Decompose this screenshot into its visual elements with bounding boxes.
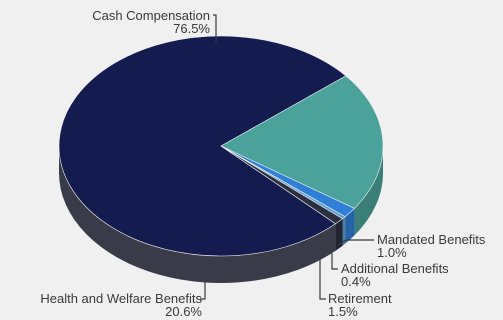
slice-label-cash-compensation: Cash Compensation [92,8,210,23]
pie-slice-mandated-benefits [220,145,344,225]
pie-slice-health-and-welfare-benefits [220,75,384,209]
slice-value-additional-benefits: 0.4% [341,274,371,289]
leader-line-mandated-benefits [337,239,374,246]
slice-value-retirement: 1.5% [328,304,358,319]
slice-label-mandated-benefits: Mandated Benefits [377,232,486,247]
slice-label-health-and-welfare-benefits: Health and Welfare Benefits [40,291,202,306]
leader-line-additional-benefits [325,244,338,270]
pie-slices [58,35,384,257]
pie-side-mandated-benefits [335,218,343,251]
slice-value-mandated-benefits: 1.0% [377,245,407,260]
leader-line-cash-compensation [213,14,217,42]
leader-line-health-and-welfare-benefits [200,278,206,300]
pie-side-cash-compensation [59,146,336,283]
pie-side-retirement [345,208,355,244]
slice-label-additional-benefits: Additional Benefits [341,261,449,276]
slice-value-health-and-welfare-benefits: 20.6% [165,304,202,319]
pie-side-additional-benefits [342,216,346,246]
leader-line-retirement [319,258,326,300]
pie-slice-cash-compensation [58,35,347,257]
slice-value-cash-compensation: 76.5% [173,21,210,36]
leader-lines [200,14,374,300]
pie-side-health-and-welfare-benefits [354,146,383,236]
slice-label-retirement: Retirement [328,291,392,306]
